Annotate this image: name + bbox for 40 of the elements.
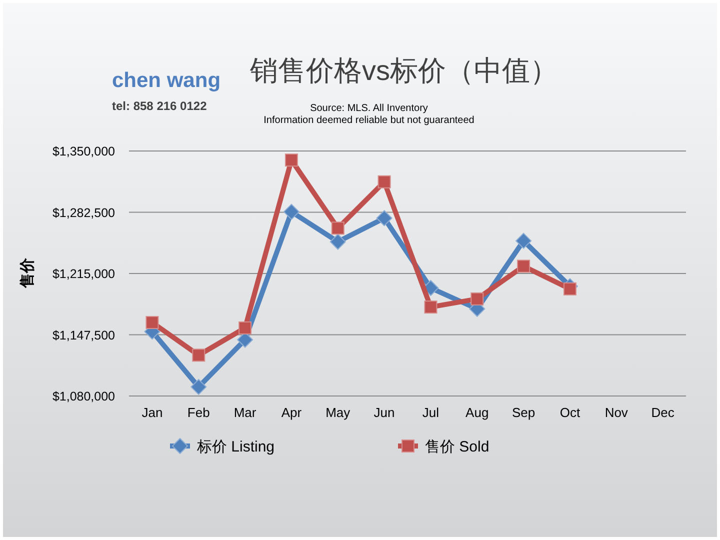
x-tick-label: May: [326, 405, 351, 420]
y-tick-label: $1,350,000: [52, 144, 116, 158]
point: [283, 204, 300, 220]
x-tick-label: Nov: [604, 405, 628, 420]
text: Information deemed reliable but not guaranteed: [264, 115, 474, 126]
point: [516, 232, 532, 249]
legend-label: 售价 Sold: [425, 438, 490, 456]
point: [378, 175, 391, 188]
point: [192, 348, 206, 362]
point: [517, 260, 530, 273]
x-tick-label: Aug: [466, 405, 489, 420]
y-tick-label: $1,147,500: [52, 328, 116, 342]
x-tick-label: Feb: [187, 405, 210, 420]
text: chen wang: [112, 69, 221, 92]
y-axis-title: 售价: [19, 257, 36, 289]
x-tick-label: Sep: [512, 405, 536, 420]
point: [284, 154, 298, 167]
y-tick-label: $1,215,000: [52, 267, 116, 281]
y-tick-label: $1,080,000: [52, 390, 116, 404]
point: [190, 378, 207, 395]
point: [470, 292, 484, 306]
x-tick-label: Jan: [142, 405, 163, 420]
x-tick-label: Mar: [234, 405, 257, 420]
y-tick-label: $1,282,500: [52, 206, 116, 220]
legend-label: 标价 Listing: [196, 438, 275, 456]
point: [146, 316, 159, 329]
point: [424, 300, 438, 314]
point: [563, 282, 576, 296]
point: [331, 222, 344, 235]
point: [376, 210, 392, 226]
x-tick-label: Apr: [281, 405, 302, 420]
chart-title: 销售价格vs标价（中值）: [249, 55, 558, 86]
source-note: Source: MLS. All Inventory: [310, 103, 428, 114]
point: [330, 234, 346, 250]
x-tick-label: Oct: [560, 405, 580, 420]
x-tick-label: Dec: [651, 405, 675, 420]
x-tick-label: Jun: [374, 405, 395, 420]
text: tel: 858 216 0122: [112, 99, 208, 113]
x-tick-label: Jul: [422, 405, 440, 420]
point: [238, 321, 252, 334]
